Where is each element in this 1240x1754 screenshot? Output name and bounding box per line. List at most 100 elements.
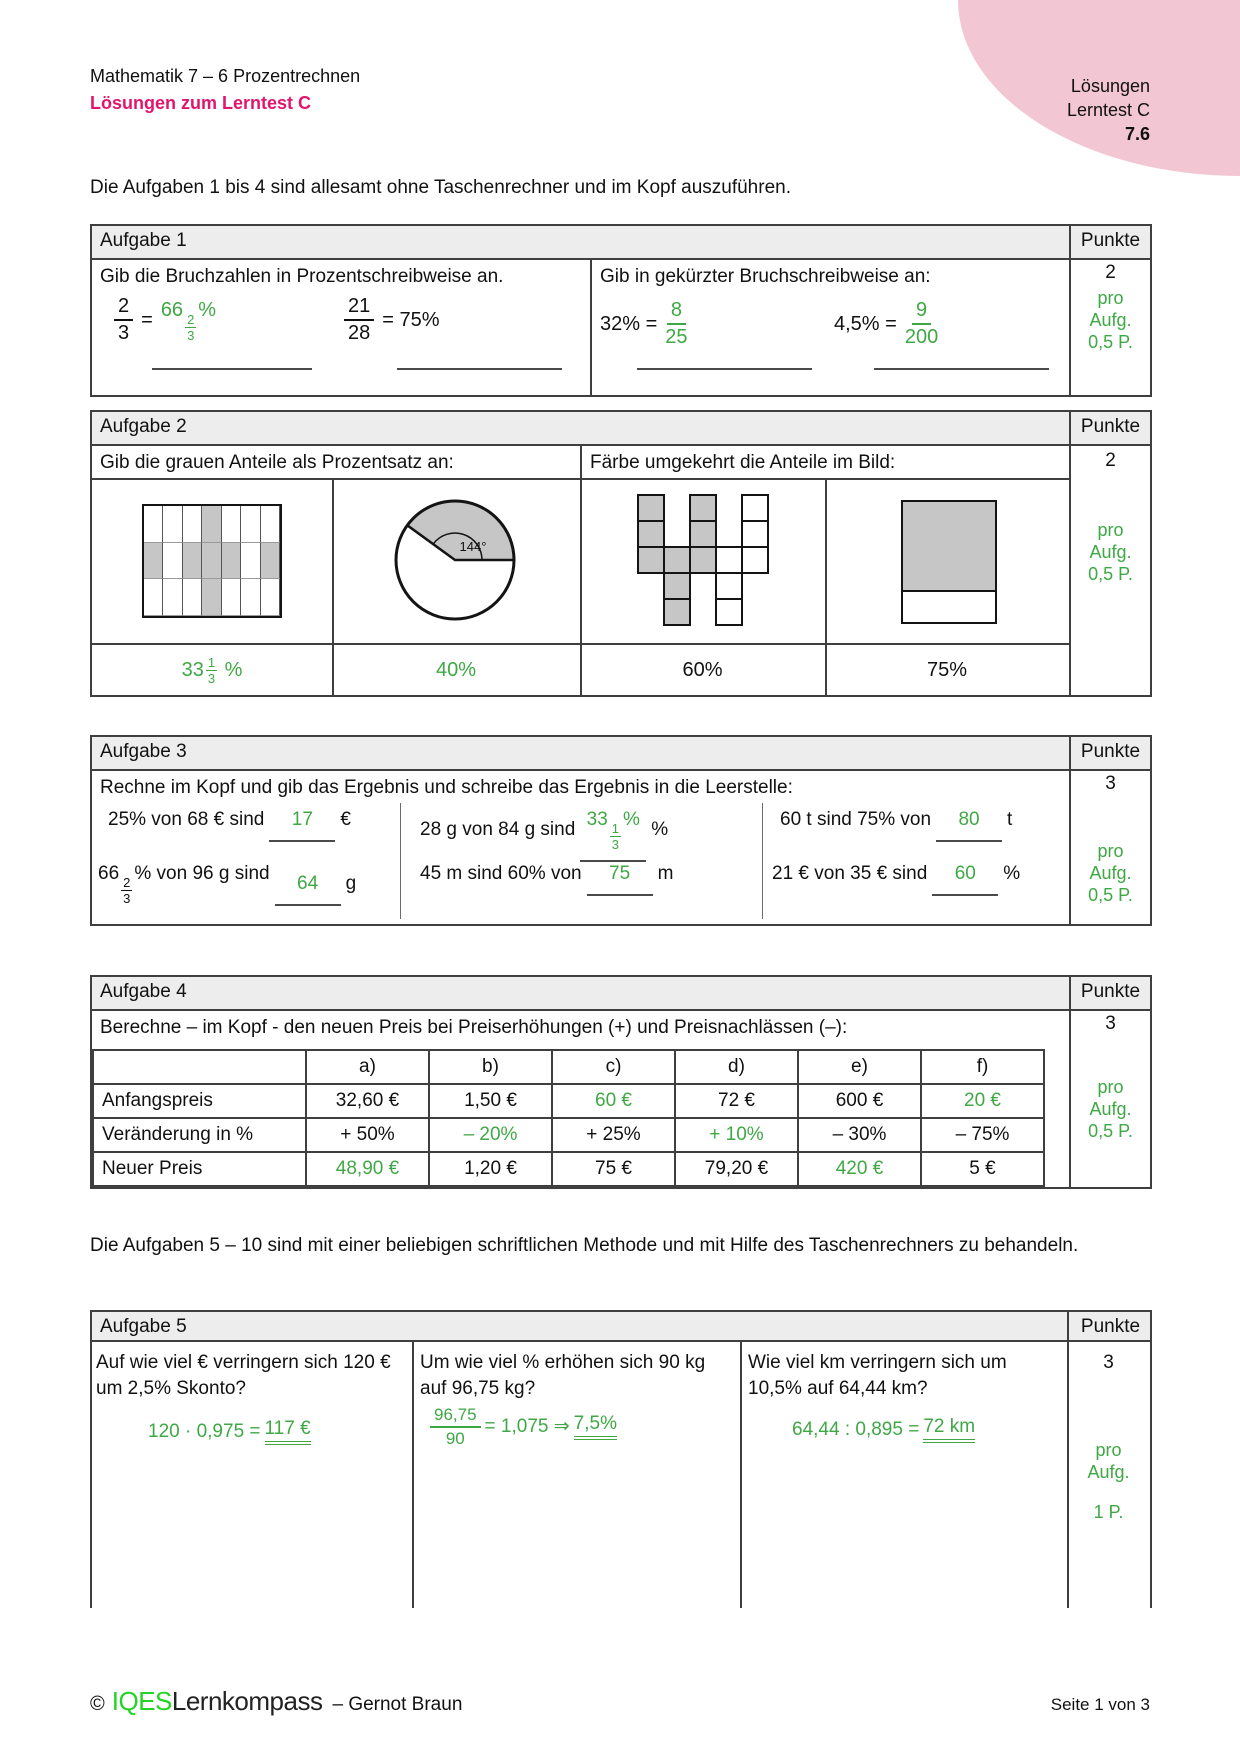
task5-table: Aufgabe 5 Punkte Auf wie viel € verringe… (90, 1310, 1152, 1608)
copyright-icon: © (90, 1693, 105, 1715)
table-edge (1150, 1342, 1152, 1608)
price-col-header: c) (551, 1049, 676, 1085)
task3-prompt: Rechne im Kopf und gib das Ergebnis und … (100, 777, 793, 798)
iqes-logo: IQES (111, 1686, 173, 1716)
task3-item-5: 60 t sind 75% von 80 t (780, 809, 1013, 842)
task5-question-1: Auf wie viel € verringern sich 120 € um … (96, 1352, 391, 1399)
column-divider (762, 803, 763, 919)
corner-line-2: Lerntest C (1066, 100, 1150, 120)
task5-question-3: Wie viel km verringern sich um 10,5% auf… (748, 1352, 1007, 1399)
points-label: Punkte (1080, 741, 1141, 762)
task2-title: Aufgabe 2 (100, 416, 187, 437)
footer-logo: © IQES Lernkompass – Gernot Braun (90, 1686, 462, 1717)
course-title: Mathematik 7 – 6 Prozentrechnen (90, 66, 361, 86)
final-result: 117 € (264, 1418, 311, 1445)
fraction-96-75-90: 96,75 90 (430, 1406, 481, 1448)
task3-item-1: 25% von 68 € sind 17 € (108, 809, 351, 842)
answer-blank: 60 (932, 863, 999, 896)
answer-blank: 64 (274, 873, 341, 906)
task5-title: Aufgabe 5 (100, 1316, 187, 1337)
price-cell: 420 € (797, 1151, 922, 1187)
task5-answer-1: 120 · 0,975 = 117 € (148, 1418, 311, 1445)
per-note: Aufg. (1089, 1099, 1132, 1119)
price-table: a) b) c) d) e) f) Anfangspreis 32,60 € 1… (92, 1049, 1045, 1187)
price-row: Neuer Preis 48,90 € 1,20 € 75 € 79,20 € … (92, 1151, 1045, 1187)
price-col-header: e) (797, 1049, 922, 1085)
task2-points: 2 (1105, 450, 1116, 471)
task4-table: Aufgabe 4 Punkte Berechne – im Kopf - de… (90, 975, 1152, 1189)
points-divider (1069, 412, 1071, 695)
row-label: Veränderung in % (92, 1117, 307, 1153)
task5-points: 3 (1103, 1352, 1114, 1373)
per-note: pro (1097, 288, 1124, 308)
cell-divider (825, 478, 827, 695)
task2-answer-3: 60% (682, 658, 723, 681)
answer-line (397, 368, 562, 370)
corner-line-3: 7.6 (1124, 124, 1150, 144)
row-divider (92, 478, 1069, 480)
task1-title: Aufgabe 1 (100, 230, 187, 251)
table-edge (90, 1342, 92, 1608)
footer-author: – Gernot Braun (332, 1694, 463, 1715)
row-label: Anfangspreis (92, 1083, 307, 1119)
cell-divider (580, 444, 582, 695)
per-note: Aufg. (1089, 863, 1132, 883)
price-header-row: a) b) c) d) e) f) (92, 1049, 1045, 1085)
between-note: Die Aufgaben 5 – 10 sind mit einer belie… (90, 1235, 1079, 1256)
task4-points: 3 (1105, 1013, 1116, 1034)
price-col-header: f) (920, 1049, 1045, 1085)
price-cell: – 30% (797, 1117, 922, 1153)
per-note: 0,5 P. (1088, 564, 1133, 584)
price-cell: 75 € (551, 1151, 676, 1187)
price-cell: 1,50 € (428, 1083, 553, 1119)
answer-blank: 17 (269, 809, 336, 842)
per-note: 0,5 P. (1088, 1121, 1133, 1141)
answer-line (152, 368, 312, 370)
task4-prompt: Berechne – im Kopf - den neuen Preis bei… (100, 1017, 848, 1038)
task5-header: Aufgabe 5 Punkte (90, 1310, 1152, 1342)
cell-divider (412, 1342, 414, 1608)
task1-prompt-right: Gib in gekürzter Bruchschreibweise an: (600, 266, 931, 287)
task1-lead-3: 32% = (600, 312, 658, 335)
page-number: Seite 1 von 3 (1050, 1695, 1150, 1714)
price-cell: 48,90 € (305, 1151, 430, 1187)
price-cell: – 20% (428, 1117, 553, 1153)
price-cell: 79,20 € (674, 1151, 799, 1187)
price-row: Anfangspreis 32,60 € 1,50 € 60 € 72 € 60… (92, 1083, 1045, 1119)
price-col-header: a) (305, 1049, 430, 1085)
row-label: Neuer Preis (92, 1151, 307, 1187)
task1-answer-1: 66 2 3% (160, 298, 217, 343)
price-cell: 1,20 € (428, 1151, 553, 1187)
price-cell: + 10% (674, 1117, 799, 1153)
points-label: Punkte (1080, 1316, 1141, 1337)
cell-divider (332, 478, 334, 695)
task4-header: Aufgabe 4 Punkte (92, 977, 1150, 1011)
column-divider (400, 803, 401, 919)
answer-line (637, 368, 812, 370)
task1-item-2: 21 28 = 75% (344, 296, 440, 344)
points-label: Punkte (1080, 981, 1141, 1002)
task3-item-4: 45 m sind 60% von 75 m (420, 863, 674, 896)
task2-table: Aufgabe 2 Punkte Gib die grauen Anteile … (90, 410, 1152, 697)
per-note: Aufg. (1089, 310, 1132, 330)
equals-sign: = (141, 308, 153, 331)
bar-figure-fill (903, 502, 995, 592)
task3-item-2: 66 2 3% von 96 g sind 64 g (98, 863, 357, 906)
pie-figure: 144° (394, 499, 516, 621)
task1-table: Aufgabe 1 Punkte Gib die Bruchzahlen in … (90, 224, 1152, 397)
price-cell: – 75% (920, 1117, 1045, 1153)
task3-item-3: 28 g von 84 g sind 33 1 3% % (420, 809, 669, 862)
task5-question-2: Um wie viel % erhöhen sich 90 kg auf 96,… (420, 1352, 706, 1399)
price-col-header (92, 1049, 307, 1085)
cell-divider (740, 1342, 742, 1608)
task3-title: Aufgabe 3 (100, 741, 187, 762)
task5-answer-2: 96,75 90 = 1,075 ⇒ 7,5% (430, 1406, 617, 1448)
pie-outline (394, 499, 516, 621)
answer-blank: 75 (586, 863, 653, 896)
answer-line (874, 368, 1049, 370)
